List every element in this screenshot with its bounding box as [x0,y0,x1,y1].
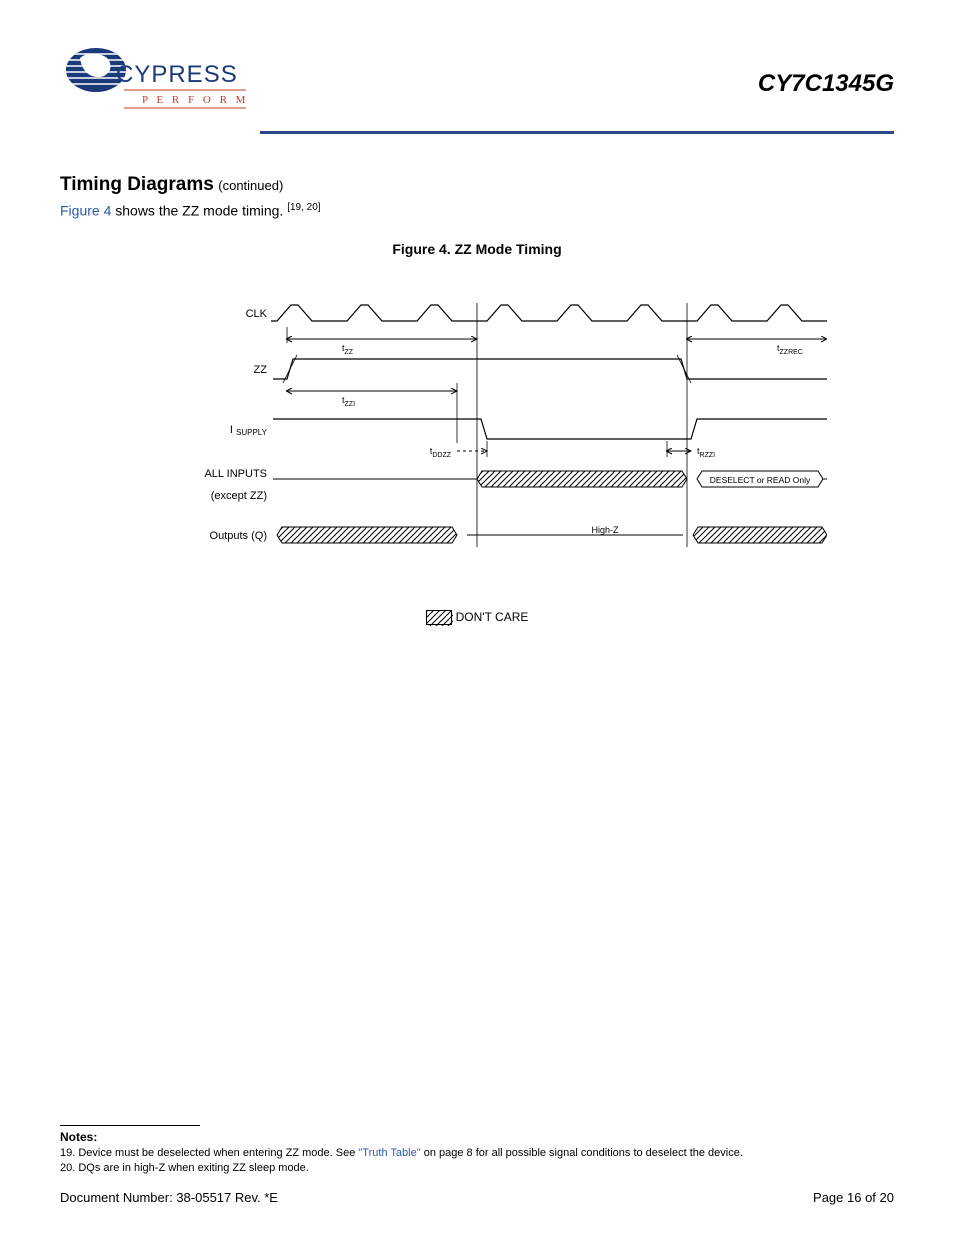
doc-number: Document Number: 38-05517 Rev. *E [60,1190,278,1205]
svg-text:High-Z: High-Z [591,525,619,535]
notes: Notes: 19. Device must be deselected whe… [60,1125,894,1175]
timing-svg: CLK tZZ tZZREC ZZ tZZI I SUPPLY tDDZZ tRZZI DESE… [127,287,827,587]
svg-text:tDDZZ: tDDZZ [430,446,452,459]
section-title: Timing Diagrams [60,174,214,195]
svg-text:I SUPPLY: I SUPPLY [230,424,268,437]
note-line: 19. Device must be deselected when enter… [60,1146,894,1160]
note-link[interactable]: "Truth Table" [358,1147,420,1159]
note-line: 20. DQs are in high-Z when exiting ZZ sl… [60,1161,894,1175]
page-number: Page 16 of 20 [813,1190,894,1205]
legend-label: DON'T CARE [456,610,529,624]
intro-refs: [19, 20] [287,202,320,213]
legend-hatch-box [426,610,452,625]
svg-text:tZZ: tZZ [342,343,354,356]
notes-rule [60,1125,200,1126]
svg-text:DESELECT or READ Only: DESELECT or READ Only [710,475,811,485]
svg-text:tRZZI: tRZZI [697,446,715,459]
intro-text: Figure 4 shows the ZZ mode timing. [19, … [60,202,894,219]
figure-link[interactable]: Figure 4 [60,203,111,219]
section-subtitle: (continued) [218,178,283,193]
svg-text:ZZ: ZZ [254,364,268,376]
figure-caption: Figure 4. ZZ Mode Timing [60,241,894,257]
cypress-logo-svg: CYPRESS P E R F O R M [60,40,250,120]
section-heading: Timing Diagrams (continued) [60,174,894,196]
header-rule [260,131,894,134]
page: CYPRESS P E R F O R M CY7C1345G Timing D… [0,0,954,1235]
timing-diagram: CLK tZZ tZZREC ZZ tZZI I SUPPLY tDDZZ tRZZI DESE… [127,287,827,592]
svg-text:CYPRESS: CYPRESS [116,61,238,88]
header: CYPRESS P E R F O R M CY7C1345G [60,40,894,125]
notes-title: Notes: [60,1130,894,1144]
part-number: CY7C1345G [758,70,894,98]
svg-text:ALL INPUTS: ALL INPUTS [204,468,267,480]
svg-text:tZZI: tZZI [342,395,355,408]
svg-text:(except ZZ): (except ZZ) [211,490,267,502]
legend: DON'T CARE [60,610,894,625]
logo-tagline: P E R F O R M [142,94,248,106]
svg-text:tZZREC: tZZREC [777,343,803,356]
svg-text:CLK: CLK [246,308,268,320]
logo: CYPRESS P E R F O R M [60,40,260,125]
footer: Document Number: 38-05517 Rev. *E Page 1… [60,1190,894,1205]
svg-text:Outputs (Q): Outputs (Q) [210,530,267,542]
intro-rest: shows the ZZ mode timing. [111,203,287,219]
